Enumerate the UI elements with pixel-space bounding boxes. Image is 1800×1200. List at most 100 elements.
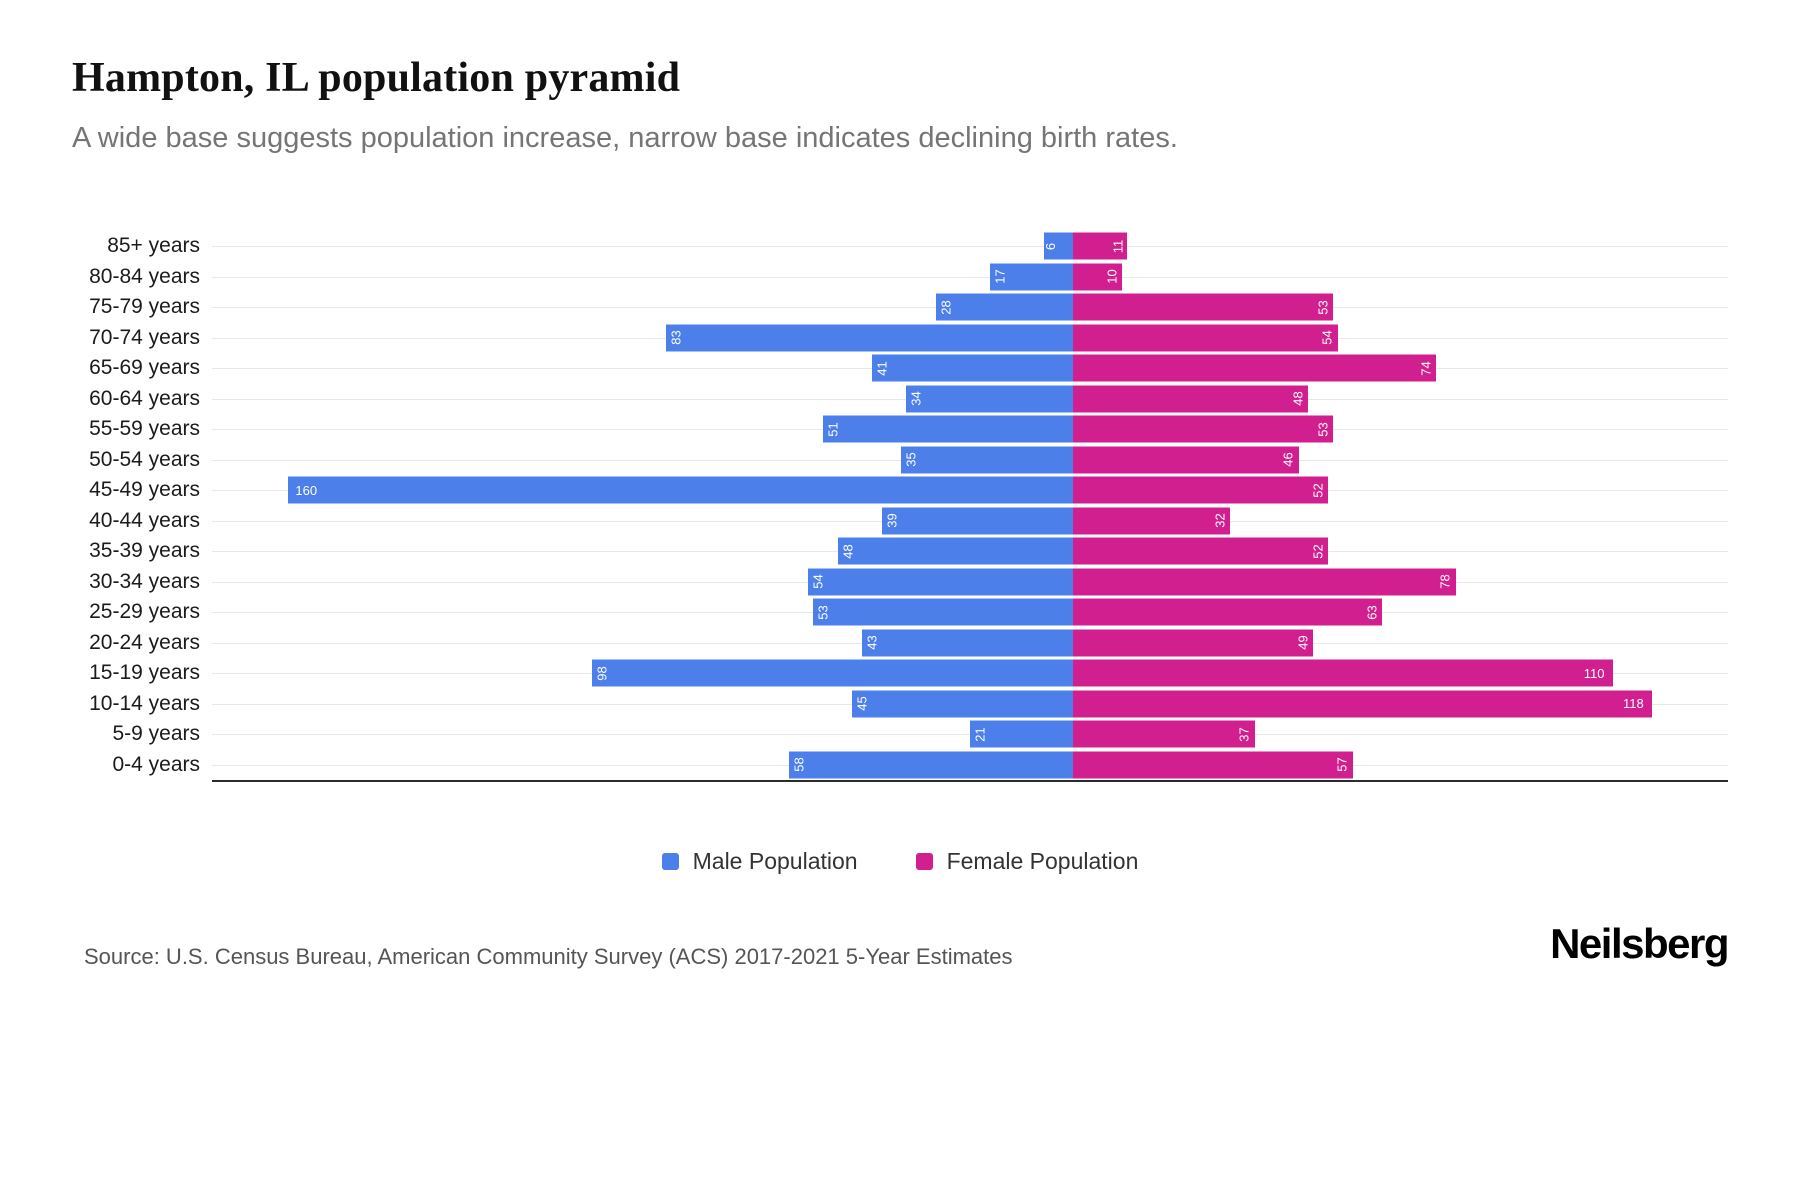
female-population-bar: 10	[1073, 263, 1123, 291]
female-population-bar: 110	[1073, 659, 1613, 687]
female-legend-swatch	[915, 853, 933, 870]
female-population-bar: 53	[1073, 415, 1333, 443]
bar-value-label: 49	[1295, 635, 1311, 650]
bar-value-label: 34	[909, 391, 925, 406]
male-population-bar: 6	[1043, 232, 1074, 260]
legend-item-male[interactable]: Male Population	[661, 848, 858, 875]
bar-value-label: 110	[1583, 665, 1605, 681]
bar-value-label: 51	[825, 422, 841, 437]
bar-value-label: 41	[874, 361, 890, 376]
chart-row: 20-24 years 43 49	[72, 628, 1728, 659]
bar-value-label: 28	[938, 300, 954, 315]
bar-value-label: 98	[595, 666, 611, 681]
chart-rows: 85+ years 6 11 80-84 years 17 10 75-79 years 28…	[72, 231, 1728, 780]
male-population-bar: 83	[666, 324, 1074, 352]
row-plot-area: 39 32	[212, 506, 1728, 537]
age-group-label: 80-84 years	[89, 264, 200, 288]
chart-row: 5-9 years 21 37	[72, 719, 1728, 750]
chart-row: 85+ years 6 11	[72, 231, 1728, 262]
age-group-label: 45-49 years	[89, 478, 200, 502]
source-attribution: Source: U.S. Census Bureau, American Com…	[84, 944, 1013, 969]
bar-value-label: 160	[295, 482, 318, 498]
female-population-bar: 53	[1073, 293, 1333, 321]
bar-value-label: 11	[1109, 239, 1125, 254]
bar-value-label: 83	[668, 330, 684, 345]
bar-value-label: 54	[810, 574, 826, 589]
row-plot-area: 6 11	[212, 231, 1728, 262]
chart-row: 25-29 years 53 63	[72, 597, 1728, 628]
male-population-bar: 17	[989, 263, 1074, 291]
age-group-label: 55-59 years	[89, 417, 200, 441]
row-plot-area: 51 53	[212, 414, 1728, 445]
age-group-label: 40-44 years	[89, 508, 200, 532]
chart-row: 55-59 years 51 53	[72, 414, 1728, 445]
bar-value-label: 52	[1310, 544, 1326, 559]
page-subtitle: A wide base suggests population increase…	[72, 122, 1178, 154]
row-plot-area: 48 52	[212, 536, 1728, 567]
male-population-bar: 21	[970, 720, 1074, 748]
female-population-bar: 46	[1073, 446, 1299, 474]
chart-row: 70-74 years 83 54	[72, 323, 1728, 354]
male-population-bar: 43	[862, 629, 1074, 657]
female-population-bar: 37	[1073, 720, 1255, 748]
row-plot-area: 160 52	[212, 475, 1728, 506]
age-group-label: 60-64 years	[89, 386, 200, 410]
bar-value-label: 53	[1315, 422, 1331, 437]
male-population-bar: 39	[881, 507, 1074, 535]
row-plot-area: 83 54	[212, 323, 1728, 354]
bar-value-label: 32	[1212, 513, 1228, 528]
male-population-bar: 98	[592, 659, 1074, 687]
age-group-label: 30-34 years	[89, 569, 200, 593]
row-plot-area: 45 118	[212, 689, 1728, 720]
age-group-label: 50-54 years	[89, 447, 200, 471]
page-title: Hampton, IL population pyramid	[72, 55, 681, 101]
row-plot-area: 58 57	[212, 750, 1728, 781]
female-population-bar: 63	[1073, 598, 1383, 626]
chart-row: 40-44 years 39 32	[72, 506, 1728, 537]
female-population-bar: 118	[1073, 690, 1652, 718]
male-population-bar: 160	[288, 476, 1074, 504]
male-population-bar: 28	[935, 293, 1074, 321]
male-population-bar: 45	[852, 690, 1074, 718]
bar-value-label: 53	[1315, 300, 1331, 315]
legend-item-female[interactable]: Female Population	[915, 848, 1138, 875]
chart-row: 80-84 years 17 10	[72, 262, 1728, 293]
chart-row: 45-49 years 160 52	[72, 475, 1728, 506]
bar-value-label: 39	[884, 513, 900, 528]
bar-value-label: 48	[840, 544, 856, 559]
bar-value-label: 52	[1310, 483, 1326, 498]
chart-row: 35-39 years 48 52	[72, 536, 1728, 567]
chart-row: 0-4 years 58 57	[72, 750, 1728, 781]
female-population-bar: 48	[1073, 385, 1309, 413]
row-plot-area: 54 78	[212, 567, 1728, 598]
age-group-label: 85+ years	[107, 234, 200, 258]
male-population-bar: 34	[906, 385, 1074, 413]
bar-value-label: 45	[855, 696, 871, 711]
male-population-bar: 58	[788, 751, 1074, 779]
chart-legend: Male Population Female Population	[0, 848, 1800, 875]
age-group-label: 5-9 years	[112, 722, 200, 746]
bar-value-label: 58	[791, 757, 807, 772]
male-population-bar: 54	[808, 568, 1074, 596]
bar-value-label: 57	[1334, 757, 1350, 772]
bar-value-label: 118	[1623, 696, 1644, 712]
bar-value-label: 48	[1290, 391, 1306, 406]
male-legend-label: Male Population	[692, 848, 858, 874]
bar-value-label: 43	[864, 635, 880, 650]
chart-row: 75-79 years 28 53	[72, 292, 1728, 323]
female-population-bar: 32	[1073, 507, 1230, 535]
row-plot-area: 34 48	[212, 384, 1728, 415]
age-group-label: 20-24 years	[89, 630, 200, 654]
chart-row: 65-69 years 41 74	[72, 353, 1728, 384]
female-population-bar: 11	[1073, 232, 1128, 260]
bar-value-label: 54	[1320, 330, 1336, 345]
chart-row: 60-64 years 34 48	[72, 384, 1728, 415]
chart-row: 30-34 years 54 78	[72, 567, 1728, 598]
x-axis-line	[212, 780, 1728, 782]
female-population-bar: 52	[1073, 537, 1329, 565]
bar-value-label: 74	[1418, 361, 1434, 376]
age-group-label: 70-74 years	[89, 325, 200, 349]
row-plot-area: 43 49	[212, 628, 1728, 659]
neilsberg-logo: Neilsberg	[1550, 920, 1729, 967]
